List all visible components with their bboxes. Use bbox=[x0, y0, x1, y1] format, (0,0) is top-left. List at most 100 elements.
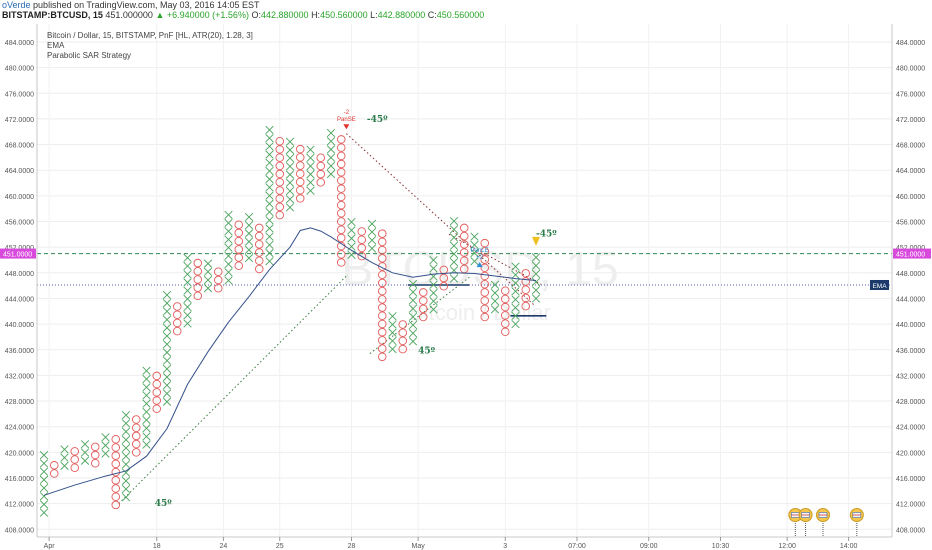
x-box bbox=[224, 276, 233, 285]
y-tick-label-right: 484.0000 bbox=[896, 40, 925, 47]
x-column bbox=[80, 440, 90, 465]
ema-tag bbox=[870, 279, 889, 290]
x-box bbox=[306, 170, 315, 179]
o-box bbox=[234, 253, 244, 262]
x-box bbox=[449, 216, 459, 226]
o-box bbox=[480, 247, 490, 256]
y-tick-label-right: 408.0000 bbox=[896, 527, 925, 534]
x-box bbox=[429, 305, 438, 314]
x-tick-label: 25 bbox=[276, 543, 284, 550]
x-box bbox=[306, 161, 315, 171]
legend-strategy: Parabolic SAR Strategy bbox=[47, 51, 131, 60]
x-tick-label: 12:00 bbox=[778, 543, 796, 550]
header: oVerde published on TradingView.com, May… bbox=[2, 0, 902, 20]
x-box bbox=[224, 218, 233, 228]
x-box bbox=[408, 329, 418, 338]
o-box bbox=[336, 209, 346, 218]
event-icons[interactable] bbox=[788, 508, 864, 538]
earnings-event-icon[interactable] bbox=[816, 508, 830, 538]
y-tick-label-left: 412.0000 bbox=[5, 502, 34, 509]
low-value: 442.880000 bbox=[377, 10, 426, 20]
y-tick-label-left: 436.0000 bbox=[5, 348, 34, 355]
x-box bbox=[162, 389, 172, 398]
x-box bbox=[80, 456, 90, 465]
o-box bbox=[234, 220, 244, 229]
x-tick-label: 14:00 bbox=[840, 543, 858, 550]
o-box bbox=[336, 250, 346, 259]
y-axis-right[interactable]: 484.0000 480.0000 476.0000 472.0000 468.0000… bbox=[896, 40, 925, 534]
y-tick-label-right: 480.0000 bbox=[896, 66, 925, 73]
o-column bbox=[316, 153, 326, 187]
y-tick-label-left: 476.0000 bbox=[5, 91, 34, 98]
o-box bbox=[49, 461, 59, 470]
trend-line-45 bbox=[448, 233, 542, 285]
o-box bbox=[377, 327, 387, 337]
x-box bbox=[285, 145, 295, 155]
author-link[interactable]: oVerde bbox=[2, 0, 31, 10]
o-box bbox=[152, 379, 162, 389]
o-box bbox=[459, 231, 469, 241]
y-tick-label-right: 412.0000 bbox=[896, 502, 925, 509]
x-box bbox=[531, 277, 541, 287]
x-box bbox=[142, 399, 151, 408]
o-column bbox=[377, 229, 387, 362]
o-box bbox=[377, 229, 387, 238]
x-axis[interactable]: Apr 18 24 25 28 May 3 07:00 09:00 10:30 12:00 14:00 bbox=[44, 537, 858, 550]
high-value: 450.560000 bbox=[320, 10, 368, 20]
change: +6.940000 (+1.56%) bbox=[166, 10, 249, 20]
y-tick-label-left: 480.0000 bbox=[5, 66, 34, 73]
o-box bbox=[213, 283, 223, 293]
x-box bbox=[265, 125, 274, 135]
o-box bbox=[336, 168, 346, 177]
o-box bbox=[172, 310, 182, 319]
o-box bbox=[377, 311, 387, 321]
x-column bbox=[265, 125, 274, 266]
x-box bbox=[265, 224, 274, 233]
o-box bbox=[480, 255, 490, 264]
x-tick-label: May bbox=[412, 543, 426, 550]
trend-line-45 bbox=[369, 276, 470, 354]
legend-series: Bitcoin / Dollar, 15, BITSTAMP, PnF [HL,… bbox=[47, 31, 253, 40]
o-box bbox=[111, 500, 121, 510]
x-box bbox=[285, 137, 295, 146]
o-box bbox=[111, 443, 121, 452]
o-box bbox=[254, 248, 264, 257]
angle-label: -45º bbox=[367, 115, 388, 125]
y-tick-label-left: 428.0000 bbox=[5, 399, 34, 406]
legend-ema: EMA bbox=[47, 41, 65, 50]
earnings-event-icon[interactable] bbox=[798, 508, 813, 538]
o-box bbox=[254, 223, 264, 233]
o-box bbox=[418, 288, 428, 297]
o-box bbox=[213, 267, 223, 277]
x-tick-label: 28 bbox=[348, 543, 356, 550]
x-box bbox=[162, 348, 172, 357]
o-column bbox=[49, 461, 59, 478]
angle-label: 45º bbox=[155, 499, 173, 509]
o-box bbox=[131, 415, 141, 424]
o-column bbox=[172, 302, 182, 336]
o-box bbox=[193, 291, 203, 301]
o-box bbox=[275, 161, 285, 171]
x-box bbox=[265, 248, 274, 258]
o-box bbox=[70, 455, 80, 464]
o-column bbox=[295, 144, 305, 203]
x-box bbox=[142, 391, 151, 400]
o-box bbox=[49, 469, 59, 478]
x-box bbox=[306, 145, 315, 154]
o-column bbox=[500, 286, 510, 337]
o-box bbox=[336, 135, 346, 144]
o-box bbox=[398, 336, 408, 346]
o-box bbox=[377, 344, 387, 353]
y-tick-label-right: 468.0000 bbox=[896, 143, 925, 150]
x-box bbox=[326, 153, 336, 162]
o-column bbox=[459, 223, 469, 274]
x-box bbox=[429, 280, 438, 289]
earnings-event-icon[interactable] bbox=[849, 508, 864, 538]
x-box bbox=[531, 261, 541, 270]
x-box bbox=[511, 278, 520, 288]
legend: Bitcoin / Dollar, 15, BITSTAMP, PnF [HL,… bbox=[47, 31, 253, 60]
o-box bbox=[459, 256, 469, 266]
signal-label: -2 bbox=[344, 110, 350, 116]
x-box bbox=[285, 178, 295, 187]
